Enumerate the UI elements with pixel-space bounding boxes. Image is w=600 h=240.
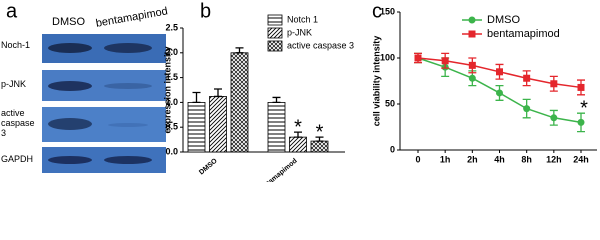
legend-label: Notch 1: [287, 14, 318, 24]
y-tick-label: 0: [390, 144, 395, 154]
bar: [267, 102, 286, 153]
column-label: DMSO: [52, 16, 85, 28]
marker: [468, 74, 476, 82]
bar: [209, 96, 227, 153]
y-axis-label: cell viability intensity: [371, 36, 381, 127]
x-tick-label: 1h: [440, 154, 451, 164]
panel-label: a: [6, 0, 18, 22]
page: a DMSO bentamapimod Noch-1 p-JNK active …: [1, 0, 597, 182]
bar: [289, 136, 307, 153]
y-tick-label: 2.5: [165, 22, 178, 32]
row-label-box: Noch-1: [1, 40, 31, 50]
y-tick-label: 0.5: [165, 122, 178, 132]
error-bar: [315, 136, 324, 142]
legend-label: DMSO: [487, 14, 520, 26]
error-bar: [294, 131, 302, 138]
legend-label: bentamapimod: [487, 28, 560, 40]
x-tick-label: 8h: [521, 154, 532, 164]
marker: [468, 61, 476, 69]
marker: [496, 68, 503, 76]
y-tick-label: 2.0: [165, 47, 178, 57]
x-tick-label: 0: [415, 154, 420, 164]
bar: [230, 52, 249, 153]
marker: [496, 89, 503, 97]
row-label-box: GAPDH: [1, 154, 34, 164]
figure: a DMSO bentamapimod Noch-1 p-JNK active …: [1, 0, 597, 182]
error-bar: [214, 88, 222, 98]
y-tick-label: 0.0: [165, 146, 178, 156]
blot-images: [42, 34, 166, 173]
error-bar: [235, 47, 244, 54]
row-label: Noch-1: [1, 40, 31, 50]
x-tick-label: 2h: [467, 154, 478, 164]
error-bar: [192, 91, 201, 104]
x-tick-label: 12h: [546, 154, 562, 164]
row-label: GAPDH: [1, 154, 34, 164]
error-bar: [272, 96, 281, 104]
legend-label: p-JNK: [287, 27, 312, 37]
marker: [523, 105, 531, 113]
marker: [441, 57, 449, 65]
x-tick-label: bentamapimod: [256, 158, 299, 182]
row-label: active caspase 3: [1, 108, 35, 138]
row-label-box: active caspase 3: [1, 108, 35, 138]
x-tick-label: 24h: [573, 154, 589, 164]
y-axis-label: expression intensity: [162, 46, 172, 133]
x-tick-label: DMSO: [198, 157, 219, 176]
legend-marker: [468, 16, 476, 24]
panel-label: b: [200, 0, 211, 22]
legend-swatch: [267, 40, 283, 52]
panel-label: c: [372, 0, 382, 22]
marker: [550, 80, 558, 88]
marker: [577, 83, 585, 91]
legend-label: active caspase 3: [287, 40, 354, 50]
marker: [414, 54, 422, 62]
legend-marker: [468, 30, 476, 38]
marker: [577, 118, 585, 126]
column-label: bentamapimod: [95, 5, 169, 29]
annotation: *: [316, 121, 324, 143]
y-tick-label: 50: [385, 98, 395, 108]
y-tick-label: 150: [380, 6, 395, 16]
y-tick-label: 100: [380, 52, 395, 62]
marker: [523, 74, 531, 82]
marker: [550, 114, 558, 122]
y-tick-label: 1.0: [165, 97, 178, 107]
bar: [187, 102, 206, 153]
y-tick-label: 1.5: [165, 72, 178, 82]
x-tick-label: 4h: [494, 154, 505, 164]
row-label: p-JNK: [1, 79, 27, 89]
row-label-box: p-JNK: [1, 79, 27, 89]
annotation: *: [294, 116, 302, 138]
legend-swatch: [267, 27, 283, 39]
annotation: *: [580, 97, 588, 119]
legend-swatch: [267, 14, 283, 26]
